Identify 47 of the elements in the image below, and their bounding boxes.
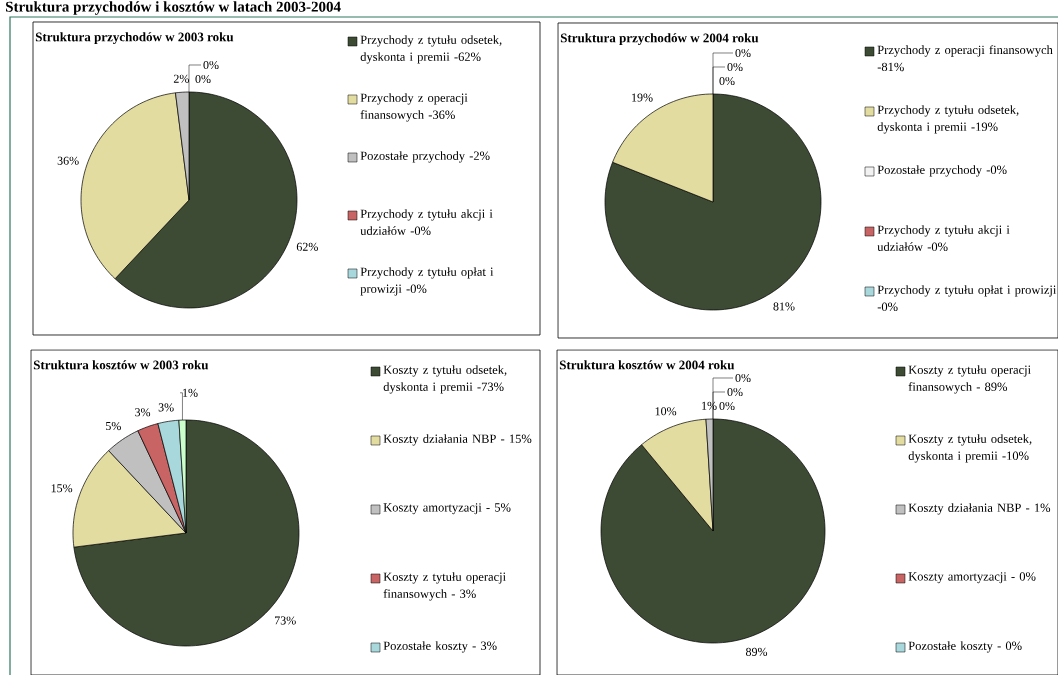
legend-label: Koszty działania NBP - 1% [908,503,1051,515]
data-label: 81% [773,302,795,311]
legend-label: Koszty z tytułu odsetek, dyskonta i premii -10% [908,434,1032,463]
text: 0% [195,74,211,84]
legend-label: Przychody z tytułu opłat i prowizji -0% [877,285,1057,312]
data-label: 15% [51,484,73,493]
legend-label: Koszty amortyzacji - 5% [383,503,511,515]
text: 0% [727,62,743,72]
legend-label: Przychody z tytułu akcji i udziałów -0% [360,209,493,236]
text: Struktura przychodów w 2004 roku [560,33,759,46]
legend-label: Przychody z operacji finansowych -81% [877,45,1053,72]
legend-label: Przychody z operacji finansowych -36% [360,93,468,122]
data-label: 2% [173,74,189,83]
data-label: 1% [702,401,717,410]
text: 0% [735,48,751,58]
data-label: 1% [183,388,198,397]
data-label: 62% [296,242,318,251]
legend-label: Koszty amortyzacji - 0% [908,572,1036,584]
text: Struktura przychodów i kosztów w latach 2003-2004 [6,1,341,15]
text: 0% [735,373,751,383]
legend-label: Koszty z tytułu odsetek, dyskonta i premii -73% [383,365,507,394]
legend-label: Przychody z tytułu odsetek, dyskonta i premii -19% [877,105,1019,134]
data-label: 3% [135,408,151,417]
text: Struktura kosztów w 2004 roku [559,360,735,370]
legend-label: Przychody z tytułu akcji i udziałów -0% [877,225,1010,252]
legend-label: Pozostałe koszty - 0% [908,641,1022,653]
legend-label: Pozostałe przychody -2% [360,151,490,163]
text: Struktura kosztów w 2003 roku [33,360,209,370]
text: 0% [203,60,219,70]
text: 0% [719,401,735,411]
data-label: 3% [158,403,174,412]
legend-label: Pozostałe przychody -0% [877,165,1007,177]
legend-label: Pozostałe koszty - 3% [383,641,497,653]
legend-label: Koszty działania NBP - 15% [383,434,532,446]
legend-label: Koszty z tytułu operacji finansowych - 89% [908,365,1031,394]
data-label: 5% [106,422,121,431]
data-label: 89% [745,647,768,656]
data-label: 19% [632,93,653,102]
legend-label: Przychody z tytułu opłat i prowizji -0% [360,267,494,296]
legend-label: Koszty z tytułu operacji finansowych - 3% [383,572,506,601]
text: 0% [727,387,743,397]
legend-label: Przychody z tytułu odsetek, dyskonta i premii -62% [360,35,502,64]
data-label: 36% [57,156,79,165]
text: 0% [719,76,735,86]
text: Struktura przychodów w 2003 roku [35,32,234,45]
data-label: 73% [275,616,296,625]
data-label: 10% [655,407,677,416]
